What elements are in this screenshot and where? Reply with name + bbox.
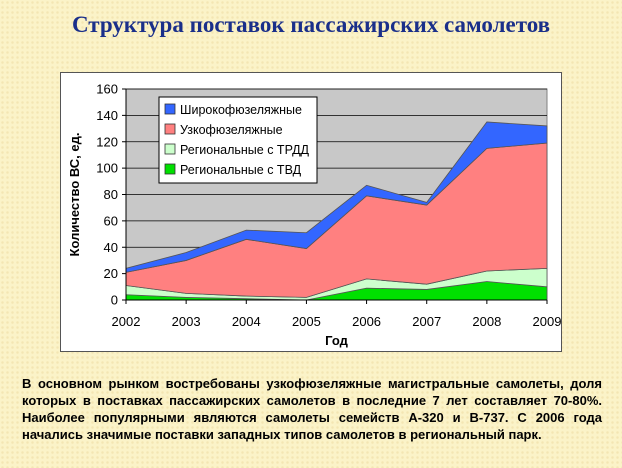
y-tick-label: 60 [104,213,118,228]
legend-swatch [164,143,176,155]
stacked-area-chart: 0 20 40 60 80 100 120 140 160 2002 2003 2004 2005 200… [67,82,561,349]
y-axis-title: Количество ВС, ед. [67,133,82,257]
x-tick-label: 2003 [172,314,201,329]
chart-frame: 0 20 40 60 80 100 120 140 160 2002 2003 2004 2005 200… [60,72,562,352]
y-tick-label: 140 [96,108,118,123]
caption-text: В основном рынком востребованы узкофюзел… [22,376,602,442]
page-title: Структура поставок пассажирских самолето… [71,12,551,37]
y-tick-label: 160 [96,82,118,97]
x-axis-title: Год [325,333,348,348]
x-tick-label: 2008 [472,314,501,329]
y-tick-label: 80 [104,187,118,202]
y-tick-label: 40 [104,240,118,255]
y-tick-label: 100 [96,161,118,176]
x-tick-label: 2007 [412,314,441,329]
legend-swatch [164,163,176,175]
x-tick-label: 2002 [112,314,141,329]
legend-label: Региональные с ТРДД [180,143,310,157]
x-tick-label: 2006 [352,314,381,329]
legend-label: Широкофюзеляжные [180,103,302,117]
x-tick-label: 2009 [533,314,561,329]
legend-swatch [164,103,176,115]
y-tick-label: 0 [111,293,118,308]
legend [158,96,318,184]
legend-label: Региональные с ТВД [180,163,302,177]
y-tick-label: 20 [104,266,118,281]
y-tick-label: 120 [96,134,118,149]
area-широкофюзеляжные [125,121,548,273]
legend-label: Узкофюзеляжные [180,123,283,137]
x-tick-label: 2004 [232,314,261,329]
legend-swatch [164,123,176,135]
x-tick-label: 2005 [292,314,321,329]
